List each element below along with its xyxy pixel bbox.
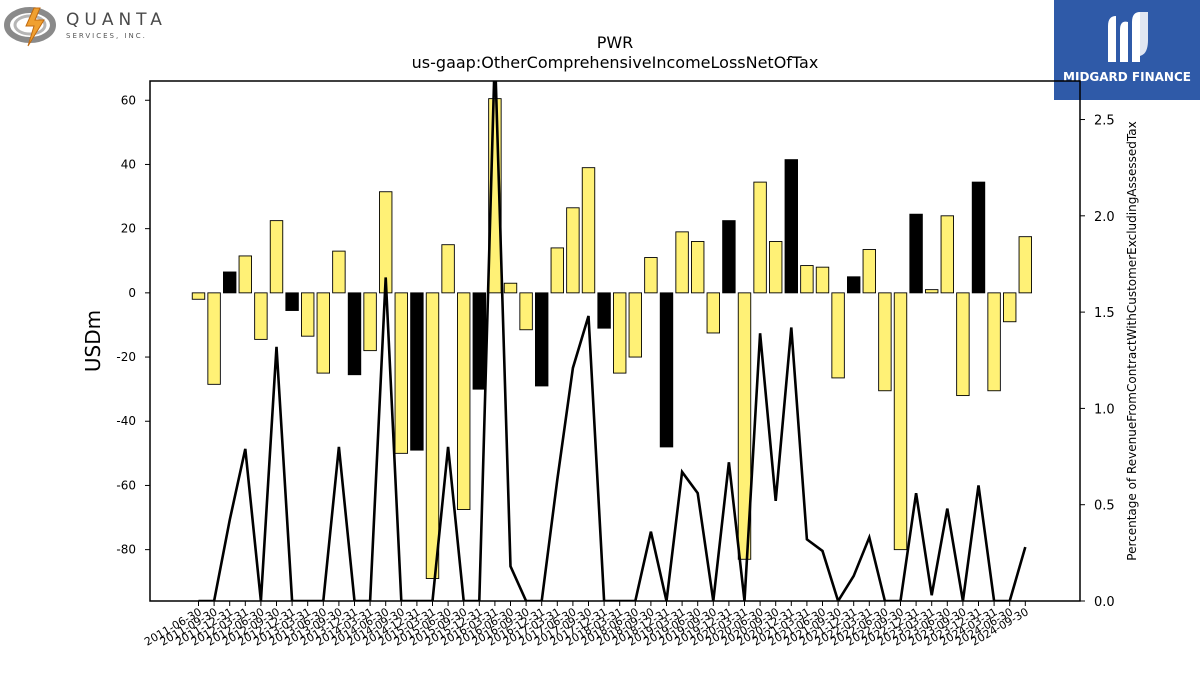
bar — [269, 220, 284, 294]
bar — [878, 292, 892, 392]
y-tick-label: -80 — [116, 543, 136, 557]
bar — [238, 255, 253, 294]
y-tick-label: 20 — [121, 222, 136, 236]
bar — [550, 247, 564, 294]
chart-subtitle: us-gaap:OtherComprehensiveIncomeLossNetO… — [412, 53, 819, 72]
bar — [909, 213, 923, 294]
chart-title: PWR — [597, 33, 634, 52]
bar — [925, 289, 939, 294]
bar — [722, 220, 736, 294]
y2-axis-label: Percentage of RevenueFromContractWithCus… — [1125, 121, 1139, 560]
bar — [1003, 292, 1017, 323]
bar — [940, 215, 954, 294]
bar — [535, 292, 549, 387]
y-axis-label: USDm — [81, 310, 105, 372]
y2-tick-label: 1.5 — [1094, 306, 1115, 321]
bar — [831, 292, 845, 379]
y-tick-label: 60 — [121, 93, 136, 107]
bar — [191, 292, 206, 300]
quanta-logo-word: QUANTA — [66, 10, 167, 30]
bar — [737, 292, 752, 560]
y-tick-label: -20 — [116, 350, 136, 364]
y2-tick-label: 0.5 — [1094, 499, 1115, 514]
midgard-mark-icon — [1108, 12, 1148, 62]
bar — [800, 265, 814, 294]
bar — [222, 271, 237, 294]
bar — [566, 207, 580, 294]
bar — [394, 292, 408, 454]
bar — [628, 292, 642, 358]
bar — [706, 292, 720, 334]
bar — [893, 292, 908, 551]
bar — [519, 292, 533, 331]
bar — [316, 292, 330, 374]
bar — [1018, 236, 1032, 294]
quanta-globe-icon — [4, 7, 56, 47]
bar — [472, 292, 486, 390]
y-tick-label: -60 — [116, 478, 136, 492]
bar — [597, 292, 611, 329]
bar — [815, 266, 830, 294]
bar — [581, 167, 596, 294]
bar — [457, 292, 471, 510]
bar — [347, 292, 362, 376]
bar — [784, 159, 798, 294]
bar — [675, 231, 689, 294]
midgard-logo: MIDGARD FINANCE — [1054, 0, 1200, 100]
midgard-logo-name: MIDGARD FINANCE — [1063, 70, 1191, 84]
y2-tick-label: 2.0 — [1094, 210, 1115, 225]
y2-tick-label: 1.0 — [1094, 402, 1115, 417]
y-tick-label: 0 — [128, 286, 136, 300]
bar — [503, 282, 518, 294]
y2-tick-label: 0.0 — [1094, 595, 1115, 610]
bar — [971, 181, 986, 294]
bar — [847, 276, 861, 294]
bar — [441, 244, 455, 294]
bar — [410, 292, 424, 451]
bar — [285, 292, 299, 311]
y2-tick-label: 2.5 — [1094, 114, 1115, 129]
bar — [659, 292, 674, 448]
bar — [207, 292, 221, 385]
bar — [301, 292, 315, 337]
bar — [644, 257, 658, 294]
bar — [332, 250, 346, 294]
bar — [956, 292, 970, 397]
bar — [613, 292, 627, 374]
plot-frame — [149, 80, 1081, 602]
y-tick-label: 40 — [121, 157, 136, 171]
bar — [254, 292, 268, 340]
bar — [425, 292, 440, 579]
quanta-logo: QUANTA SERVICES, INC. — [4, 4, 164, 48]
y-tick-label: -40 — [116, 414, 136, 428]
bar — [753, 181, 767, 294]
bar — [691, 241, 705, 294]
line-series — [198, 81, 1027, 601]
bar — [862, 249, 876, 294]
bar — [987, 292, 1001, 392]
quanta-logo-sub: SERVICES, INC. — [66, 32, 147, 40]
bar — [363, 292, 377, 352]
bar — [769, 241, 783, 294]
